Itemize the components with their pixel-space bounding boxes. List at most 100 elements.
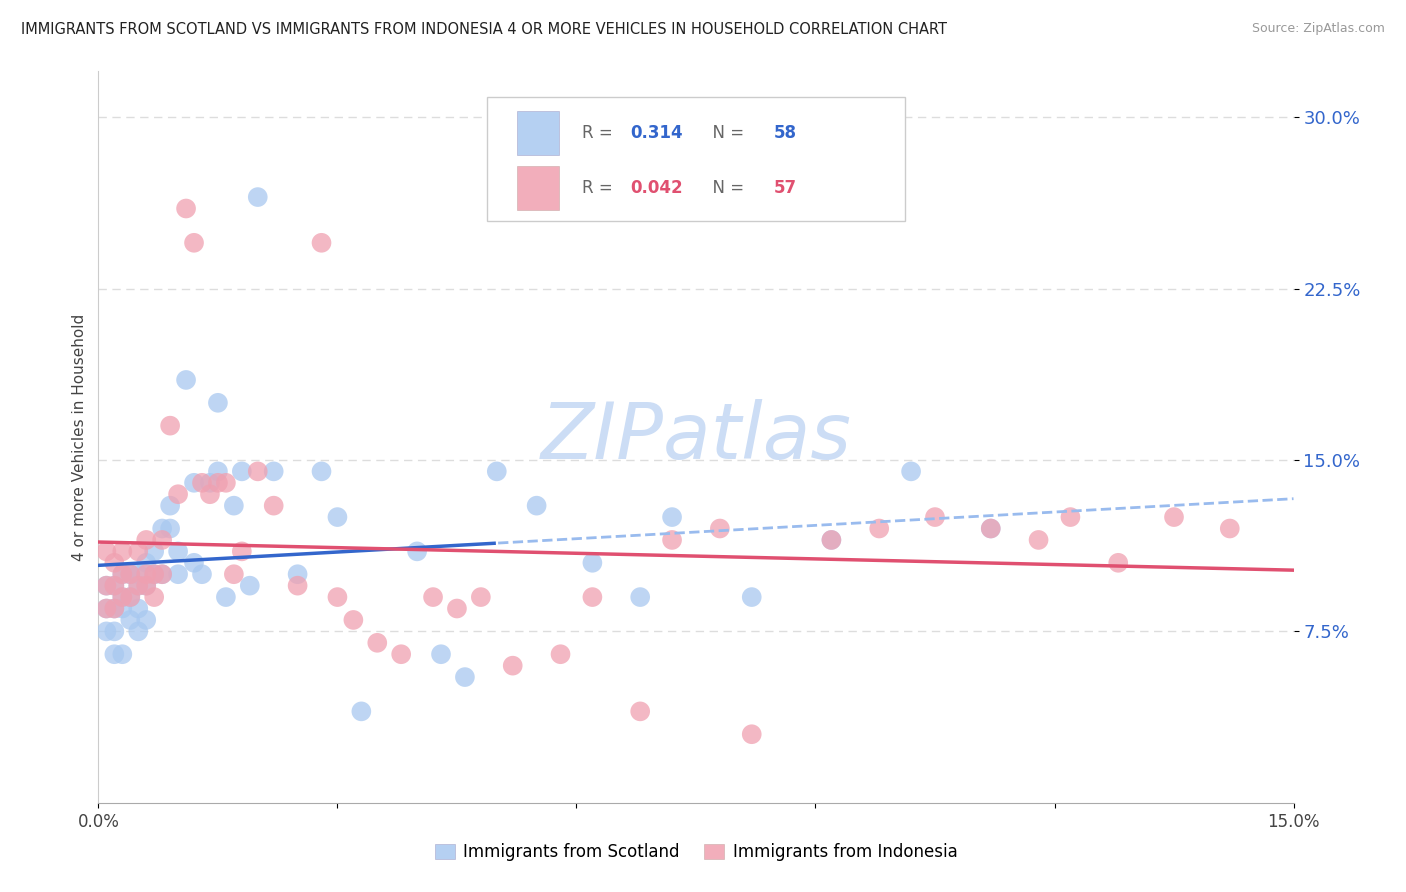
Point (120, 567, 142, 582)
Point (326, 510, 349, 524)
Text: 0.042: 0.042 (630, 179, 683, 197)
Text: 58: 58 (773, 124, 797, 143)
Point (127, 579, 149, 593)
Point (820, 533, 842, 547)
Point (111, 544, 134, 558)
Point (135, 556, 157, 570)
Point (207, 464, 229, 478)
Point (96, 624, 118, 639)
Point (868, 521, 890, 535)
Point (103, 624, 125, 639)
Point (470, 590, 492, 604)
Point (150, 567, 173, 582)
Point (628, 705, 651, 719)
Point (628, 590, 651, 604)
Point (1163, 510, 1185, 524)
Point (127, 624, 149, 639)
Point (159, 499, 181, 513)
Point (215, 590, 238, 604)
Point (311, 235, 333, 250)
Point (150, 567, 173, 582)
Point (127, 567, 149, 582)
FancyBboxPatch shape (486, 97, 905, 221)
Point (120, 613, 142, 627)
Point (103, 647, 125, 661)
Bar (517, 112, 558, 155)
Point (103, 579, 125, 593)
Point (422, 590, 444, 604)
Text: Source: ZipAtlas.com: Source: ZipAtlas.com (1251, 22, 1385, 36)
Point (135, 579, 157, 593)
Bar (517, 167, 558, 211)
Point (96, 544, 118, 558)
Point (454, 670, 477, 684)
Point (135, 579, 157, 593)
Point (222, 499, 245, 513)
Point (111, 590, 134, 604)
Point (263, 464, 285, 478)
Point (111, 590, 134, 604)
Point (502, 658, 524, 673)
Point (581, 590, 603, 604)
Point (111, 567, 134, 582)
Point (366, 636, 388, 650)
Point (96, 601, 118, 615)
Text: N =: N = (702, 124, 749, 143)
Point (430, 647, 453, 661)
Point (550, 647, 572, 661)
Point (143, 590, 166, 604)
Point (96, 579, 118, 593)
Point (127, 601, 149, 615)
Text: 0.314: 0.314 (630, 124, 683, 143)
Point (350, 705, 373, 719)
Text: IMMIGRANTS FROM SCOTLAND VS IMMIGRANTS FROM INDONESIA 4 OR MORE VEHICLES IN HOUS: IMMIGRANTS FROM SCOTLAND VS IMMIGRANTS F… (21, 22, 948, 37)
Point (135, 613, 157, 627)
Point (111, 601, 134, 615)
Point (661, 510, 683, 524)
Point (446, 601, 468, 615)
Point (127, 579, 149, 593)
Point (120, 590, 142, 604)
Point (96, 601, 118, 615)
Point (1059, 510, 1081, 524)
Point (709, 521, 731, 535)
Point (143, 567, 166, 582)
Point (191, 475, 214, 490)
Point (661, 533, 683, 547)
Point (150, 533, 173, 547)
Point (103, 556, 125, 570)
Point (103, 601, 125, 615)
Point (215, 475, 238, 490)
Point (1107, 556, 1129, 570)
Point (127, 544, 149, 558)
Point (287, 567, 309, 582)
Point (150, 521, 173, 535)
Point (980, 521, 1002, 535)
Point (342, 613, 364, 627)
Point (198, 487, 221, 501)
Point (174, 373, 197, 387)
Point (111, 647, 134, 661)
Point (406, 544, 429, 558)
Point (526, 499, 548, 513)
Point (1219, 521, 1241, 535)
Point (389, 647, 412, 661)
Point (980, 521, 1002, 535)
Point (159, 418, 181, 433)
Point (174, 202, 197, 216)
Text: N =: N = (702, 179, 749, 197)
Point (167, 544, 190, 558)
Point (159, 521, 181, 535)
Point (96, 579, 118, 593)
Point (741, 590, 763, 604)
Point (485, 464, 508, 478)
Point (900, 464, 922, 478)
Point (924, 510, 946, 524)
Y-axis label: 4 or more Vehicles in Household: 4 or more Vehicles in Household (72, 313, 87, 561)
Point (120, 590, 142, 604)
Point (143, 567, 166, 582)
Text: R =: R = (582, 179, 619, 197)
Point (741, 727, 763, 741)
Point (103, 579, 125, 593)
Point (207, 396, 229, 410)
